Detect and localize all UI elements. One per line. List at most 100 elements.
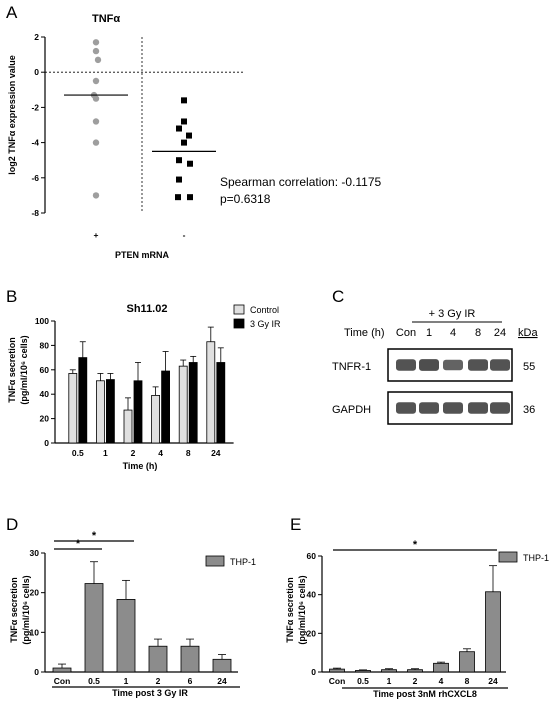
panel-label-c: C	[332, 287, 344, 306]
data-point	[187, 194, 193, 201]
panel-a-ylabel: log2 TNFα expression value	[7, 55, 17, 175]
x-tick-label: 0.5	[72, 448, 84, 458]
bar	[116, 599, 136, 673]
x-tick-label: 2	[156, 676, 161, 686]
blot-frame-gapdh	[387, 391, 513, 425]
bar	[329, 668, 345, 673]
x-tick-label: 24	[488, 676, 498, 686]
blot-row-label-tnfr1: TNFR-1	[332, 361, 371, 373]
panel-d-ylabel: TNFα secretion	[9, 577, 19, 643]
legend-label: Control	[250, 305, 279, 315]
bar	[151, 395, 161, 444]
blot-treatment-label: + 3 Gy IR	[429, 308, 476, 320]
x-tick-label: 8	[465, 676, 470, 686]
x-tick-label: 1	[387, 676, 392, 686]
y-tick-label: 0	[311, 667, 316, 677]
data-point	[92, 118, 100, 125]
y-tick-label: 20	[30, 588, 40, 598]
blot-band	[396, 359, 416, 371]
bar	[212, 658, 232, 673]
panel-a-annotation-2: p=0.6318	[220, 192, 271, 206]
y-tick-label: 0	[44, 438, 49, 448]
legend-label: 3 Gy IR	[250, 319, 281, 329]
x-tick-label: -	[183, 230, 186, 240]
y-tick-label: 40	[40, 389, 50, 399]
y-tick-label: 60	[40, 365, 50, 375]
blot-band	[419, 402, 439, 414]
panel-e-ylabel: TNFα secretion	[285, 577, 295, 643]
bar	[407, 669, 423, 673]
y-tick-label: 0	[34, 67, 39, 77]
panel-d-xlabel: Time post 3 Gy IR	[112, 688, 188, 698]
y-tick-label: -2	[31, 102, 39, 112]
x-tick-label: 1	[124, 676, 129, 686]
x-tick-label: 1	[103, 448, 108, 458]
bar	[485, 591, 501, 673]
y-tick-label: 40	[307, 590, 317, 600]
blot-band	[490, 402, 510, 414]
panel-a-scatter: TNFα log2 TNFα expression value PTEN mRN…	[7, 13, 382, 260]
panel-e-ylabel-units: (pg/ml/10⁶ cells)	[297, 575, 307, 644]
panel-a-annotation-1: Spearman correlation: -0.1175	[220, 175, 382, 189]
blot-lane-label: 1	[426, 327, 432, 339]
panel-b-ylabel-units: (pg/ml/10⁶ cells)	[19, 335, 29, 404]
bar	[381, 669, 397, 673]
data-point	[92, 47, 100, 55]
blot-kda-label: kDa	[518, 327, 538, 339]
x-tick-label: 8	[186, 448, 191, 458]
bar	[96, 380, 105, 444]
y-tick-label: 80	[40, 340, 50, 350]
panel-b-ylabel: TNFα secretion	[7, 337, 17, 403]
x-tick-label: 0.5	[88, 676, 100, 686]
bar	[148, 645, 168, 673]
blot-lane-label: 24	[494, 327, 506, 339]
blot-lane-label: 4	[450, 327, 456, 339]
blot-frame-tnfr1	[387, 348, 513, 382]
significance-marker: *	[76, 538, 81, 550]
blot-lane-label: 8	[475, 327, 481, 339]
legend-swatch	[233, 304, 245, 315]
panel-label-e: E	[290, 515, 301, 534]
data-point	[176, 125, 182, 132]
bar	[433, 662, 449, 673]
data-point	[92, 139, 100, 146]
x-tick-label: 0.5	[357, 676, 369, 686]
data-point	[181, 97, 187, 104]
y-tick-label: 2	[34, 32, 39, 42]
bar	[161, 370, 171, 444]
bar	[78, 357, 88, 444]
bar	[106, 379, 115, 444]
bar	[123, 409, 133, 444]
bar	[216, 362, 226, 444]
blot-band	[419, 359, 439, 371]
bar	[133, 380, 143, 444]
bar	[178, 365, 188, 444]
data-point	[92, 77, 100, 85]
x-tick-label: 6	[188, 676, 193, 686]
blot-lane-label: Con	[396, 327, 416, 339]
blot-band	[490, 359, 510, 371]
y-tick-label: 0	[34, 667, 39, 677]
panel-d-ylabel-units: (pg/ml/10⁶ cells)	[21, 575, 31, 644]
panel-a-title: TNFα	[92, 13, 120, 25]
x-tick-label: 2	[131, 448, 136, 458]
bar	[68, 373, 78, 444]
x-tick-label: 4	[439, 676, 444, 686]
x-tick-label: 2	[413, 676, 418, 686]
x-tick-label: +	[94, 230, 99, 240]
panel-label-b: B	[6, 287, 17, 306]
data-point	[92, 95, 100, 102]
bar	[459, 651, 475, 673]
panel-e-bar-chart: TNFα secretion (pg/ml/10⁶ cells) Time po…	[285, 539, 549, 699]
panel-b-bar-chart: Sh11.02 TNFα secretion (pg/ml/10⁶ cells)…	[7, 303, 281, 471]
bar	[188, 362, 198, 444]
x-tick-label: 24	[211, 448, 221, 458]
blot-time-label: Time (h)	[344, 327, 385, 339]
bar	[84, 583, 104, 673]
y-tick-label: 30	[30, 548, 40, 558]
data-point	[187, 160, 193, 167]
legend-swatch	[498, 551, 518, 563]
data-point	[175, 194, 181, 201]
legend-swatch	[233, 318, 245, 329]
